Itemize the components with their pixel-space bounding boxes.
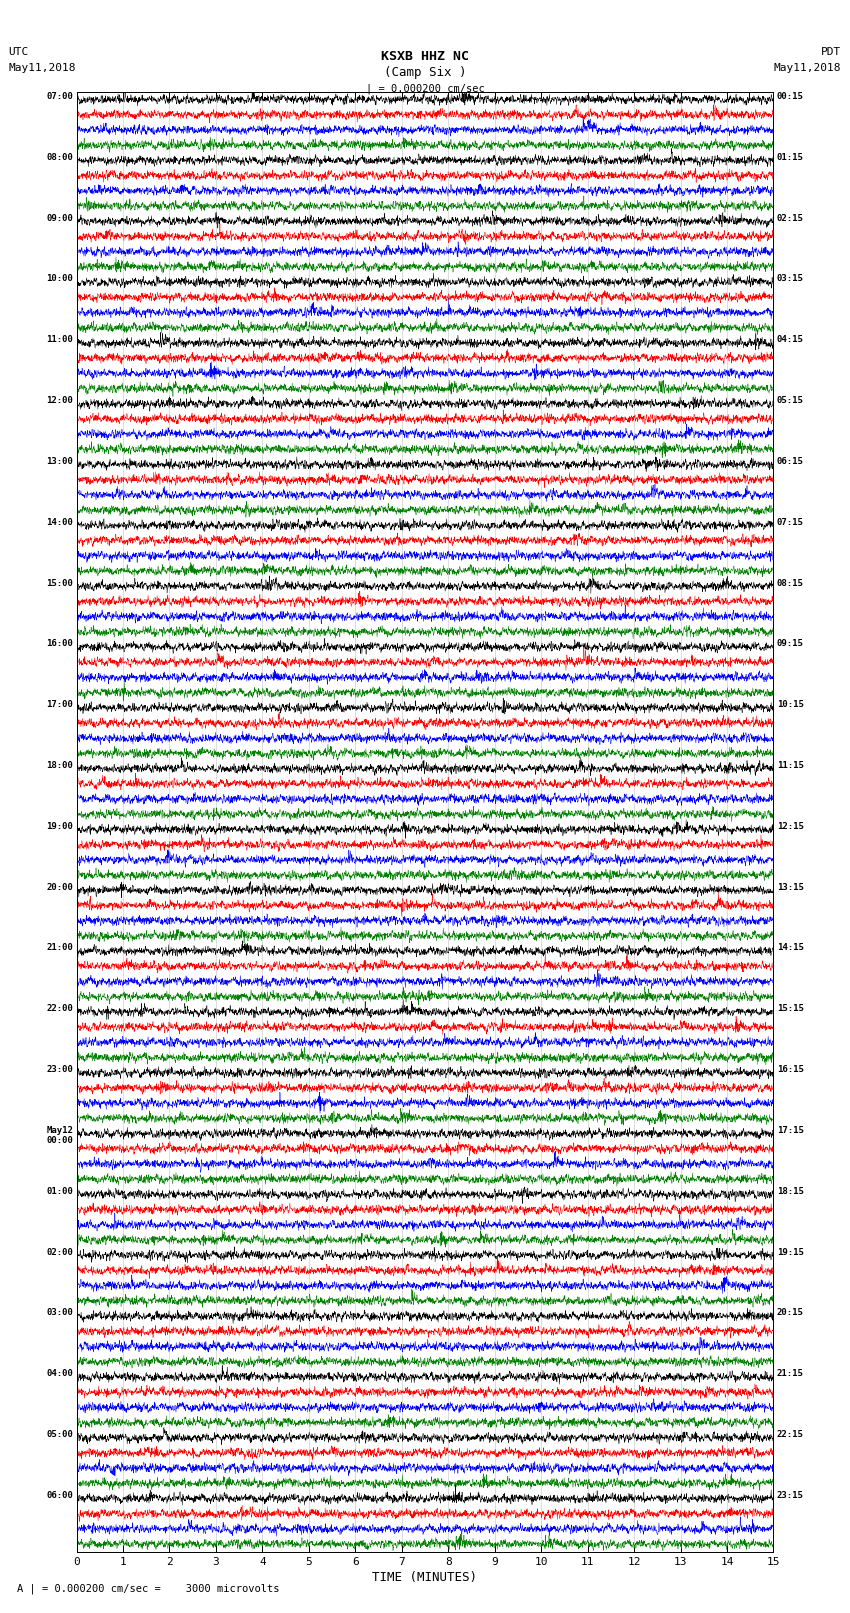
Text: 09:15: 09:15: [777, 639, 804, 648]
Text: 05:15: 05:15: [777, 397, 804, 405]
Text: | = 0.000200 cm/sec: | = 0.000200 cm/sec: [366, 84, 484, 94]
Text: 16:00: 16:00: [46, 639, 73, 648]
Text: 14:15: 14:15: [777, 944, 804, 952]
Text: A | = 0.000200 cm/sec =    3000 microvolts: A | = 0.000200 cm/sec = 3000 microvolts: [17, 1584, 280, 1594]
Text: May11,2018: May11,2018: [774, 63, 842, 73]
Text: 02:15: 02:15: [777, 213, 804, 223]
Text: 20:00: 20:00: [46, 882, 73, 892]
Text: 21:15: 21:15: [777, 1369, 804, 1378]
Text: 23:00: 23:00: [46, 1065, 73, 1074]
Text: 19:00: 19:00: [46, 823, 73, 831]
Text: 20:15: 20:15: [777, 1308, 804, 1318]
Text: 06:15: 06:15: [777, 456, 804, 466]
Text: 07:00: 07:00: [46, 92, 73, 102]
Text: 21:00: 21:00: [46, 944, 73, 952]
Text: 18:15: 18:15: [777, 1187, 804, 1195]
Text: 12:00: 12:00: [46, 397, 73, 405]
Text: May11,2018: May11,2018: [8, 63, 76, 73]
Text: 02:00: 02:00: [46, 1247, 73, 1257]
Text: 06:00: 06:00: [46, 1490, 73, 1500]
Text: 05:00: 05:00: [46, 1431, 73, 1439]
Text: KSXB HHZ NC: KSXB HHZ NC: [381, 50, 469, 63]
Text: 17:15: 17:15: [777, 1126, 804, 1136]
Text: UTC: UTC: [8, 47, 29, 56]
Text: 22:15: 22:15: [777, 1431, 804, 1439]
Text: 08:00: 08:00: [46, 153, 73, 161]
Text: 15:15: 15:15: [777, 1005, 804, 1013]
Text: 14:00: 14:00: [46, 518, 73, 527]
Text: PDT: PDT: [821, 47, 842, 56]
Text: 17:00: 17:00: [46, 700, 73, 710]
Text: 15:00: 15:00: [46, 579, 73, 587]
Text: 04:15: 04:15: [777, 336, 804, 344]
Text: 01:00: 01:00: [46, 1187, 73, 1195]
Text: 16:15: 16:15: [777, 1065, 804, 1074]
Text: 23:15: 23:15: [777, 1490, 804, 1500]
X-axis label: TIME (MINUTES): TIME (MINUTES): [372, 1571, 478, 1584]
Text: 10:15: 10:15: [777, 700, 804, 710]
Text: 22:00: 22:00: [46, 1005, 73, 1013]
Text: 07:15: 07:15: [777, 518, 804, 527]
Text: 03:15: 03:15: [777, 274, 804, 284]
Text: (Camp Six ): (Camp Six ): [383, 66, 467, 79]
Text: 12:15: 12:15: [777, 823, 804, 831]
Text: 13:15: 13:15: [777, 882, 804, 892]
Text: 11:00: 11:00: [46, 336, 73, 344]
Text: 01:15: 01:15: [777, 153, 804, 161]
Text: May12
00:00: May12 00:00: [46, 1126, 73, 1145]
Text: 09:00: 09:00: [46, 213, 73, 223]
Text: 18:00: 18:00: [46, 761, 73, 769]
Text: 04:00: 04:00: [46, 1369, 73, 1378]
Text: 13:00: 13:00: [46, 456, 73, 466]
Text: 00:15: 00:15: [777, 92, 804, 102]
Text: 19:15: 19:15: [777, 1247, 804, 1257]
Text: 08:15: 08:15: [777, 579, 804, 587]
Text: 11:15: 11:15: [777, 761, 804, 769]
Text: 03:00: 03:00: [46, 1308, 73, 1318]
Text: 10:00: 10:00: [46, 274, 73, 284]
